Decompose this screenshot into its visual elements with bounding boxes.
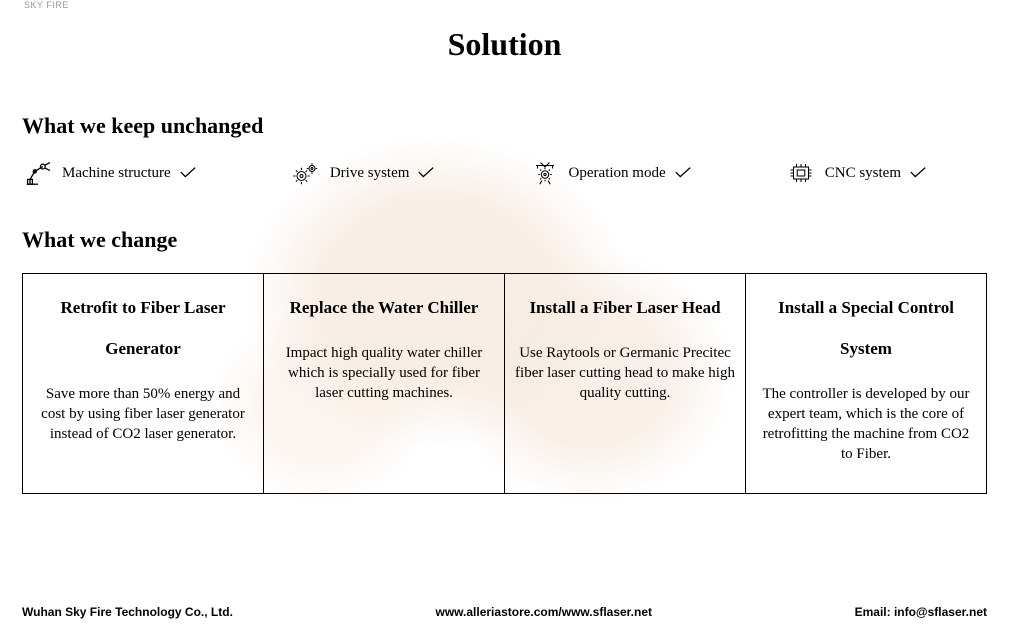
footer-email: Email: info@sflaser.net — [855, 605, 987, 619]
unchanged-item-operation: Operation mode — [529, 159, 692, 187]
footer-sites: www.alleriastore.com/www.sflaser.net — [435, 605, 652, 619]
change-col-body: Save more than 50% energy and cost by us… — [33, 384, 253, 445]
operator-icon — [529, 159, 561, 187]
change-heading: What we change — [22, 227, 987, 253]
unchanged-item-drive: Drive system — [290, 159, 436, 187]
change-col-title: Retrofit to Fiber Laser Generator — [33, 288, 253, 370]
unchanged-item-cnc: CNC system — [785, 159, 927, 187]
change-col: Retrofit to Fiber Laser Generator Save m… — [23, 274, 264, 493]
change-col: Install a Fiber Laser Head Use Raytools … — [505, 274, 746, 493]
change-col-title: Install a Special Control System — [756, 288, 976, 370]
change-col: Replace the Water Chiller Impact high qu… — [264, 274, 505, 493]
footer: Wuhan Sky Fire Technology Co., Ltd. www.… — [22, 605, 987, 619]
unchanged-label: Drive system — [330, 165, 410, 182]
change-col: Install a Special Control System The con… — [746, 274, 986, 493]
gears-icon — [290, 159, 322, 187]
change-col-title: Replace the Water Chiller — [274, 288, 494, 329]
unchanged-row: Machine structure Drive system — [22, 159, 987, 187]
footer-company: Wuhan Sky Fire Technology Co., Ltd. — [22, 605, 233, 619]
change-col-title: Install a Fiber Laser Head — [515, 288, 735, 329]
page-title: Solution — [22, 26, 987, 63]
check-icon — [417, 166, 435, 180]
check-icon — [909, 166, 927, 180]
cpu-icon — [785, 159, 817, 187]
change-col-body: Use Raytools or Germanic Precitec fiber … — [515, 343, 735, 404]
change-col-body: Impact high quality water chiller which … — [274, 343, 494, 404]
page: Solution What we keep unchanged Machine … — [0, 0, 1009, 635]
check-icon — [674, 166, 692, 180]
unchanged-heading: What we keep unchanged — [22, 113, 987, 139]
unchanged-label: Machine structure — [62, 165, 171, 182]
change-table: Retrofit to Fiber Laser Generator Save m… — [22, 273, 987, 494]
check-icon — [179, 166, 197, 180]
unchanged-item-machine: Machine structure — [22, 159, 197, 187]
unchanged-label: Operation mode — [569, 165, 666, 182]
change-col-body: The controller is developed by our exper… — [756, 384, 976, 465]
unchanged-label: CNC system — [825, 165, 901, 182]
robot-arm-icon — [22, 159, 54, 187]
